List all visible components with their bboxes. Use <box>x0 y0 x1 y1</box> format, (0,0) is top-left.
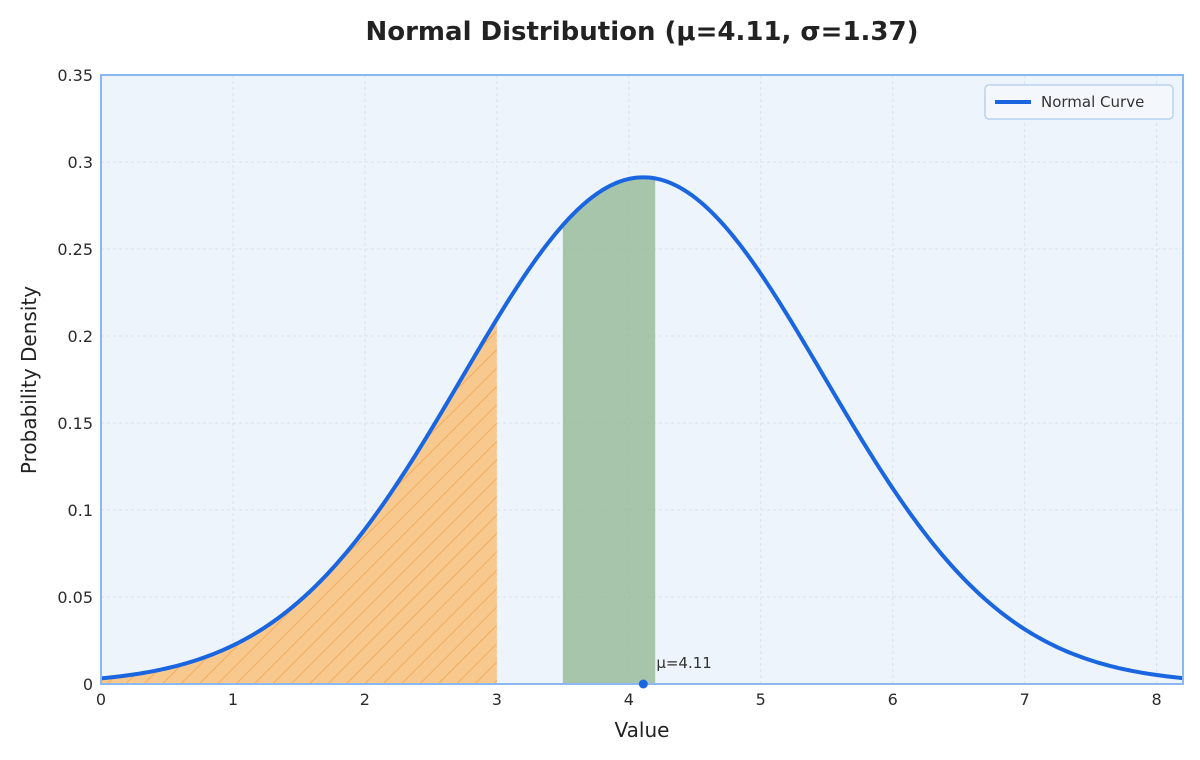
y-tick-label: 0.25 <box>57 240 93 259</box>
x-tick-label: 7 <box>1020 690 1030 709</box>
tick-labels: 0 1 2 3 4 5 6 7 8 0 0.05 0.1 0.15 0.2 0.25 0.3 0.35 <box>57 66 1161 709</box>
x-tick-label: 3 <box>492 690 502 709</box>
y-tick-label: 0.3 <box>68 153 93 172</box>
y-tick-label: 0 <box>83 675 93 694</box>
x-tick-label: 4 <box>624 690 634 709</box>
annotations: μ=4.11 <box>638 654 712 689</box>
curve-layer <box>101 175 1183 681</box>
y-tick-label: 0.15 <box>57 414 93 433</box>
mean-annotation: μ=4.11 <box>656 654 712 672</box>
x-tick-label: 1 <box>228 690 238 709</box>
mean-marker <box>638 679 648 689</box>
y-tick-label: 0.1 <box>68 501 93 520</box>
x-tick-label: 2 <box>360 690 370 709</box>
shaded-region-1 <box>101 319 497 684</box>
y-tick-label: 0.35 <box>57 66 93 85</box>
legend: Normal Curve <box>984 84 1174 120</box>
normal-curve-line <box>101 175 1183 681</box>
chart-title: Normal Distribution (μ=4.11, σ=1.37) <box>365 17 918 47</box>
legend-box <box>984 84 1174 120</box>
x-tick-label: 5 <box>756 690 766 709</box>
x-axis-title: Value <box>615 718 670 742</box>
y-axis-title: Probability Density <box>17 286 41 474</box>
x-tick-label: 8 <box>1152 690 1162 709</box>
x-tick-label: 0 <box>96 690 106 709</box>
y-tick-label: 0.05 <box>57 588 93 607</box>
y-tick-label: 0.2 <box>68 327 93 346</box>
legend-label: Normal Curve <box>1041 93 1144 111</box>
shaded-region-2 <box>562 177 656 684</box>
shaded-regions <box>101 177 656 684</box>
x-tick-label: 6 <box>888 690 898 709</box>
